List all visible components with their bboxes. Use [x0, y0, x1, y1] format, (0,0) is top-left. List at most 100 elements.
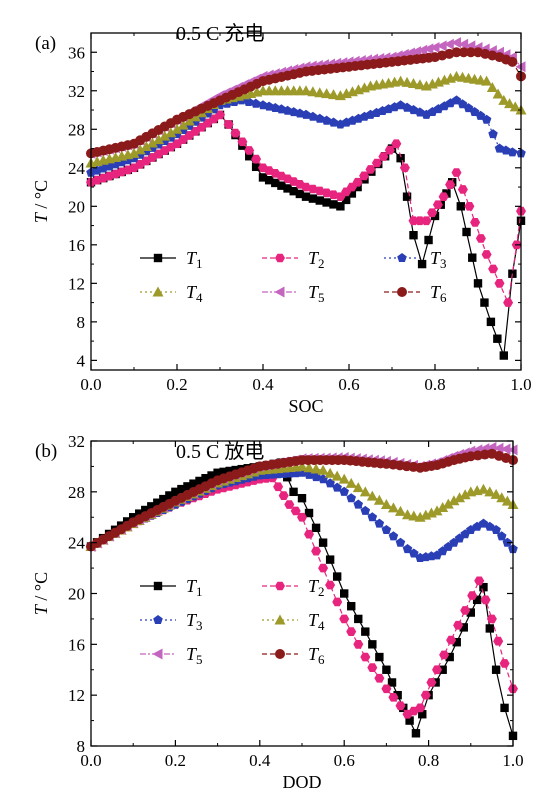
data-point-t4	[328, 89, 340, 100]
y-tick-label: 32	[68, 82, 85, 101]
data-point-t1	[219, 467, 228, 477]
data-point-t3	[488, 129, 498, 139]
y-tick-label: 32	[68, 432, 85, 451]
data-point-t2	[415, 703, 426, 713]
legend-label: T5	[308, 282, 325, 305]
data-point-t4	[448, 495, 460, 506]
data-point-t4	[307, 86, 319, 97]
data-point-t4	[408, 510, 420, 521]
y-tick-label: 12	[68, 686, 85, 705]
x-tick-label: 1.0	[502, 751, 523, 770]
data-point-t2	[388, 693, 399, 702]
data-point-t1	[462, 227, 471, 237]
data-point-t2	[371, 158, 382, 168]
data-point-t6	[451, 47, 462, 58]
data-point-t3	[301, 109, 311, 119]
y-tick-label: 4	[77, 351, 86, 370]
data-point-t1	[473, 279, 483, 288]
y-tick-label: 28	[68, 120, 85, 139]
series-t4	[85, 70, 527, 168]
data-point-t4	[177, 119, 189, 130]
data-point-t4	[128, 147, 140, 158]
data-point-t1	[201, 474, 210, 483]
data-point-t3	[507, 147, 518, 157]
data-point-t4	[359, 486, 371, 497]
data-point-t3	[360, 505, 371, 515]
data-point-t1	[472, 595, 482, 605]
data-point-t4	[338, 473, 350, 484]
data-point-t4	[490, 488, 502, 499]
x-tick-label: 0.6	[338, 375, 359, 394]
data-point-t1	[258, 173, 268, 182]
data-point-t2	[339, 614, 350, 624]
data-point-t5	[423, 43, 434, 55]
data-point-t1	[322, 198, 331, 207]
data-point-t1	[368, 640, 377, 649]
data-point-t1	[165, 491, 174, 500]
data-point-t2	[439, 650, 450, 660]
data-point-t2	[346, 627, 357, 636]
data-point-t2	[304, 529, 314, 539]
data-point-t4	[140, 140, 152, 151]
data-point-t1	[135, 509, 144, 518]
data-point-t1	[500, 703, 509, 713]
data-point-t1	[271, 178, 280, 188]
data-point-t2	[378, 152, 389, 161]
legend-marker	[153, 253, 163, 263]
data-point-t1	[459, 623, 468, 632]
data-point-t4	[314, 87, 326, 98]
data-point-t1	[347, 602, 356, 611]
chart-title: 0.5 C 充电	[176, 22, 264, 45]
data-point-t4	[159, 130, 171, 141]
series-t2	[86, 110, 526, 307]
data-point-t2	[359, 171, 370, 181]
legend-item-t3: T3	[384, 248, 447, 271]
data-point-t4	[408, 78, 419, 89]
data-point-t1	[159, 494, 168, 504]
data-point-t3	[251, 98, 261, 108]
data-point-t3	[491, 525, 501, 534]
y-axis-title: T / °C	[31, 180, 51, 223]
data-point-t2	[367, 663, 378, 672]
data-point-t4	[189, 111, 201, 122]
data-point-t2	[438, 192, 449, 201]
data-point-t2	[480, 595, 491, 605]
data-point-t1	[402, 192, 412, 201]
data-point-t4	[303, 462, 315, 473]
legend-item-t3: T3	[140, 610, 203, 633]
data-point-t2	[427, 208, 438, 218]
x-tick-label: 1.0	[510, 375, 531, 394]
data-point-t4	[373, 494, 385, 505]
data-point-t5	[500, 443, 511, 455]
data-point-t4	[387, 502, 399, 513]
data-point-t5	[436, 40, 447, 52]
data-point-t6	[458, 47, 469, 58]
data-point-t4	[437, 502, 449, 513]
data-point-t4	[501, 495, 513, 506]
data-point-t4	[300, 85, 312, 96]
legend-marker	[397, 253, 407, 262]
data-point-t1	[353, 182, 362, 192]
data-point-t2	[408, 216, 419, 226]
data-point-t5	[493, 442, 504, 454]
data-point-t4	[310, 463, 322, 474]
x-tick-label: 0.8	[424, 375, 445, 394]
data-point-t2	[374, 673, 385, 683]
x-tick-label: 0.4	[252, 375, 274, 394]
data-point-t4	[165, 127, 177, 138]
legend-label: T6	[308, 644, 325, 667]
data-point-t1	[456, 202, 465, 211]
x-tick-label: 0.0	[80, 751, 101, 770]
data-point-t5	[443, 38, 454, 50]
data-point-t2	[432, 665, 442, 675]
data-point-t1	[153, 498, 162, 507]
data-point-t1	[336, 202, 345, 211]
legend-label: T3	[430, 248, 447, 271]
data-point-t3	[481, 114, 492, 124]
data-point-t1	[289, 186, 298, 196]
data-point-t2	[297, 512, 307, 522]
data-point-t2	[384, 145, 395, 155]
data-point-t4	[183, 115, 195, 126]
chart-panel-a: 0.0 0.2 0.4 0.6 0.8 1.0 4 8 12 16 20 24 28 32 36 SOC T /…	[31, 22, 532, 416]
data-point-t2	[426, 678, 437, 687]
